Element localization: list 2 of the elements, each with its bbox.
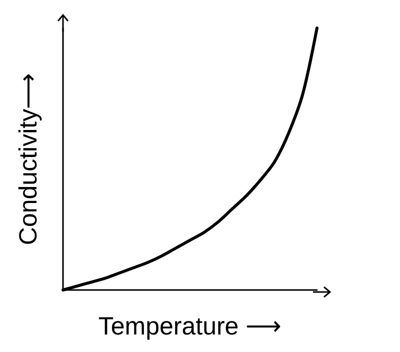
y-axis-title: Conductivity⟶ — [14, 72, 42, 246]
x-axis-title: Temperature ⟶ — [98, 312, 282, 340]
